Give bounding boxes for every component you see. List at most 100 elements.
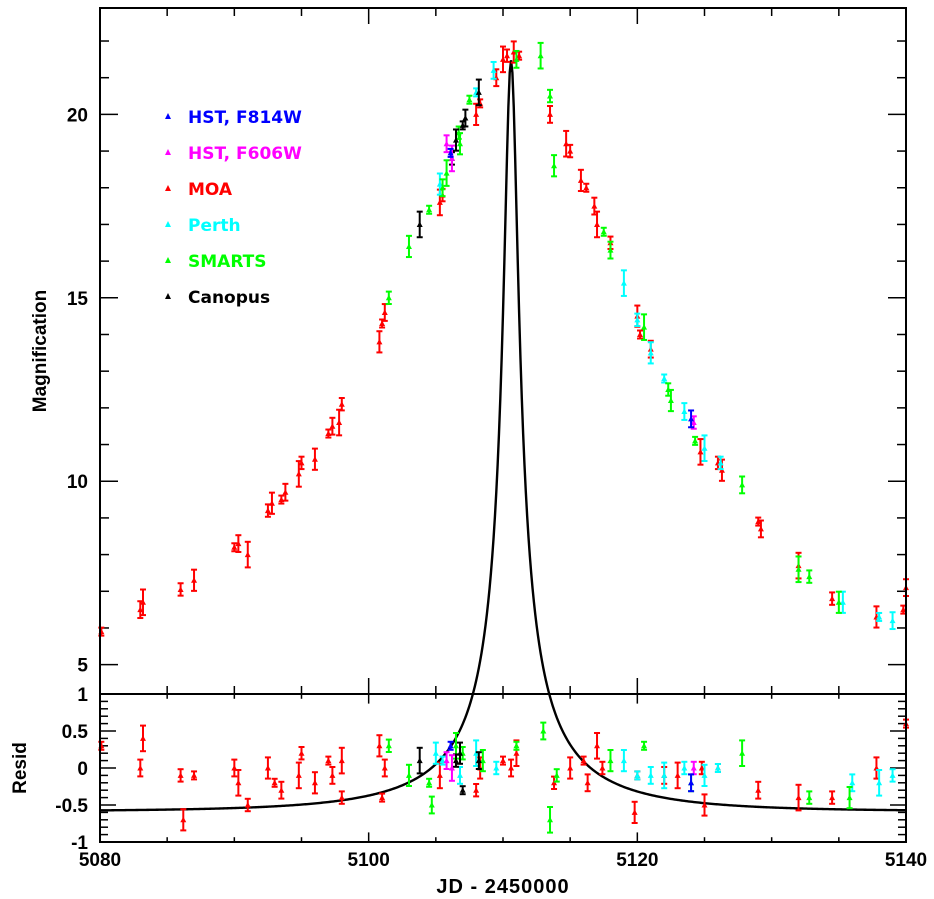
- data-point: [298, 455, 305, 471]
- legend-marker: [165, 185, 171, 191]
- data-point: [268, 491, 275, 515]
- point-marker: [447, 742, 454, 749]
- point-marker: [620, 280, 627, 286]
- data-point: [298, 746, 305, 761]
- data-point: [846, 786, 853, 810]
- data-point: [452, 753, 459, 768]
- data-point: [567, 756, 574, 780]
- legend-entry: MOA: [165, 180, 233, 200]
- data-point: [447, 740, 454, 751]
- data-point: [839, 590, 846, 614]
- data-point: [235, 769, 242, 797]
- point-marker: [698, 765, 705, 771]
- point-marker: [385, 294, 392, 301]
- data-point: [806, 569, 813, 584]
- data-point: [577, 168, 584, 193]
- point-marker: [594, 742, 601, 749]
- point-marker: [264, 765, 271, 771]
- data-point: [681, 760, 688, 776]
- main-tick-labels: 5 10 15 20: [67, 105, 89, 676]
- point-marker: [795, 566, 802, 572]
- data-point: [580, 755, 587, 766]
- point-marker: [405, 243, 412, 249]
- point-marker: [457, 750, 464, 756]
- point-marker: [547, 111, 554, 117]
- data-point: [876, 769, 883, 797]
- legend-entry: SMARTS: [165, 252, 266, 272]
- y-tick-label: 0.5: [62, 722, 89, 743]
- point-marker: [244, 551, 251, 558]
- point-marker: [191, 772, 198, 778]
- data-point: [755, 780, 762, 800]
- data-point: [447, 147, 454, 158]
- data-point: [641, 740, 648, 751]
- point-marker: [379, 320, 386, 326]
- resid-panel-frame: [99, 693, 907, 843]
- data-point: [634, 312, 641, 328]
- data-point: [381, 758, 388, 778]
- data-point: [607, 749, 614, 773]
- point-marker: [457, 772, 464, 778]
- point-marker: [634, 316, 641, 323]
- y-tick-label: 0: [77, 759, 88, 780]
- point-marker: [191, 577, 198, 583]
- y-tick-label: -1: [71, 833, 88, 854]
- point-marker: [329, 772, 336, 778]
- point-marker: [846, 794, 853, 801]
- y-tick-label: 1: [77, 685, 88, 706]
- point-marker: [473, 111, 480, 117]
- point-marker: [381, 765, 388, 771]
- data-point: [540, 721, 547, 741]
- point-marker: [475, 89, 482, 95]
- point-marker: [591, 203, 598, 209]
- point-marker: [580, 757, 587, 764]
- data-point: [329, 766, 336, 785]
- point-marker: [231, 544, 238, 550]
- point-marker: [701, 772, 708, 778]
- data-point: [647, 341, 654, 365]
- data-point: [661, 373, 668, 384]
- data-point: [757, 519, 764, 539]
- data-point: [282, 482, 289, 502]
- y-tick-label: 20: [67, 105, 88, 126]
- point-marker: [139, 735, 146, 741]
- point-marker: [876, 613, 883, 620]
- point-marker: [376, 338, 383, 345]
- point-marker: [647, 349, 654, 356]
- data-point: [631, 800, 638, 824]
- point-marker: [500, 757, 506, 764]
- data-point: [139, 588, 146, 617]
- y-tick-label: 15: [67, 289, 89, 310]
- data-point: [889, 611, 896, 631]
- data-point: [244, 797, 251, 813]
- data-point: [448, 754, 455, 782]
- data-point: [600, 226, 607, 237]
- data-point: [338, 746, 345, 775]
- data-point: [271, 777, 278, 788]
- point-marker: [829, 794, 836, 801]
- point-marker: [584, 779, 591, 786]
- x-tick-label: 5080: [79, 850, 121, 871]
- point-marker: [139, 599, 146, 605]
- data-point: [278, 780, 285, 800]
- legend-entry: Canopus: [165, 288, 270, 308]
- point-marker: [235, 779, 242, 786]
- point-marker: [447, 149, 454, 156]
- point-marker: [311, 779, 318, 786]
- data-point: [547, 88, 554, 104]
- point-marker: [688, 415, 695, 422]
- legend-marker: [165, 113, 171, 119]
- point-marker: [244, 802, 251, 808]
- data-point: [714, 763, 721, 773]
- point-marker: [849, 779, 856, 786]
- point-marker: [268, 500, 275, 506]
- point-marker: [667, 397, 674, 404]
- point-marker: [697, 448, 704, 455]
- point-marker: [739, 481, 746, 488]
- point-marker: [436, 181, 443, 187]
- point-marker: [457, 140, 464, 147]
- data-point: [311, 771, 318, 795]
- data-point: [829, 790, 836, 805]
- point-marker: [757, 525, 764, 532]
- data-point: [873, 605, 880, 629]
